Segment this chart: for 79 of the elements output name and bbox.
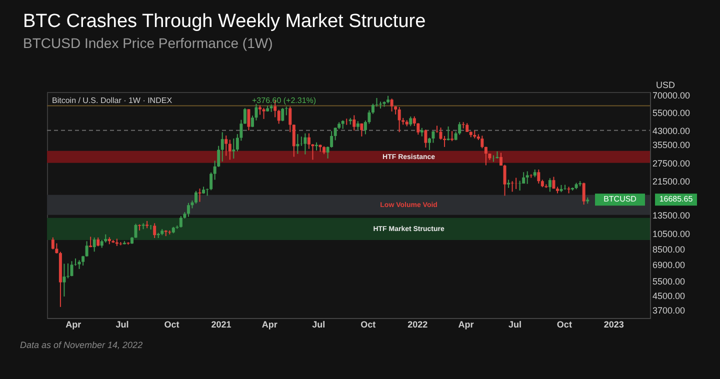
candlestick [446,126,450,141]
candlestick [179,215,182,228]
candlestick [503,164,506,196]
candlestick [510,180,514,192]
candlestick [186,202,190,218]
candlestick [284,106,288,116]
y-tick-label: 43000.00 [652,126,690,136]
candlestick [134,223,138,238]
y-tick-label: 70000.00 [652,90,690,100]
x-tick-label: 2023 [604,320,624,330]
candlestick [526,170,529,184]
text: 16685.65 [659,194,694,204]
y-tick-label: 27500.00 [652,158,690,169]
y-tick-label: 6900.00 [652,260,686,270]
x-tick-label: 2022 [408,320,428,330]
candlestick [409,116,412,127]
candlestick [398,106,401,133]
y-tick-label: 35500.00 [652,140,690,150]
y-tick-label: 10500.00 [652,229,690,240]
candlestick [224,135,228,156]
y-axis-title: USD [656,80,676,90]
chart-subtitle: BTCUSD Index Price Performance (1W) [23,35,273,51]
annotation: Bitcoin / U.S. Dollar · 1W · INDEX [52,96,173,105]
candlestick [537,169,540,184]
candlestick [243,108,246,124]
candlestick [153,222,156,238]
candlestick [518,180,522,192]
candlestick [564,184,567,190]
y-tick-label: 5500.00 [652,276,686,286]
x-tick-label: 2021 [211,320,232,330]
text: Data as of November 14, 2022 [20,340,143,350]
candlestick [296,134,300,154]
y-tick-label: 8500.00 [652,244,686,255]
candlestick [198,188,202,202]
candlestick [70,260,74,277]
candlestick [228,139,232,160]
candlestick [62,263,66,298]
candlestick [484,146,488,166]
candlestick [51,236,54,250]
candlestick [582,182,586,206]
candlestick [292,124,296,158]
candlestick [548,178,552,192]
x-tick-label: Jul [312,320,326,330]
x-tick-label: Oct [164,320,180,330]
candlestick [424,129,428,148]
candlestick [288,106,292,133]
annotation: BTCUSD [604,194,637,204]
candlestick [220,132,224,162]
candlestick [262,107,266,120]
x-tick-label: Jul [508,320,522,330]
annotation: +376.60 (+2.31%) [252,96,316,105]
y-tick-label: 55000.00 [652,108,690,118]
candlestick [232,138,236,160]
x-tick-label: Apr [458,320,474,330]
x-tick-label: Apr [66,320,82,330]
candlestick [480,135,484,149]
y-tick-label: 3700.00 [652,305,686,316]
candlestick [360,122,364,137]
candlestick [435,125,438,134]
candlestick [500,152,502,166]
candlestick [304,132,307,155]
candlestick [277,109,280,124]
x-tick-label: Oct [360,320,376,330]
candlestick [258,104,262,116]
candlestick [352,114,356,132]
candlestick [390,98,394,112]
candlestick [247,108,250,131]
x-tick-label: Jul [116,320,129,330]
y-tick-label: 4500.00 [652,291,686,302]
candlestick [85,240,88,258]
y-tick-label: 13500.00 [652,210,690,221]
candlestick [281,108,284,122]
candlestick [450,130,454,142]
x-tick-label: Apr [262,320,278,330]
x-tick-label: Oct [556,320,572,330]
candlestick [194,190,198,204]
candlestick [92,236,96,252]
chart-title: BTC Crashes Through Weekly Market Structure [23,11,426,32]
y-tick-label: 21500.00 [652,176,690,187]
